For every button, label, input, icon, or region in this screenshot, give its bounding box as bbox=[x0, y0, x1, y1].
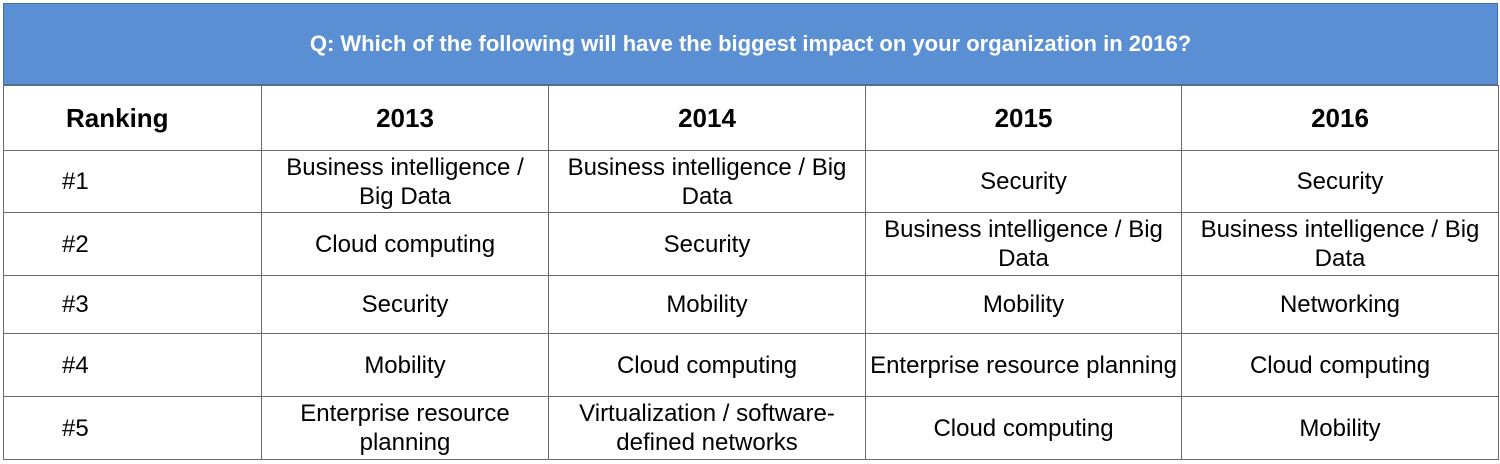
table-cell: Mobility bbox=[1181, 396, 1499, 460]
rank-cell: #3 bbox=[3, 275, 262, 334]
table-cell: Business intelligence / Big Data bbox=[261, 150, 549, 213]
rank-cell: #4 bbox=[3, 333, 262, 397]
table-cell: Security bbox=[261, 275, 549, 334]
rank-cell: #1 bbox=[3, 150, 262, 213]
table-row: #3 Security Mobility Mobility Networking bbox=[3, 275, 1499, 334]
table-cell: Virtualization / software-defined networ… bbox=[548, 396, 866, 460]
survey-table-figure: Q: Which of the following will have the … bbox=[3, 3, 1499, 460]
table-cell: Cloud computing bbox=[1181, 333, 1499, 397]
question-banner: Q: Which of the following will have the … bbox=[3, 3, 1498, 85]
table-cell: Cloud computing bbox=[865, 396, 1182, 460]
table-row: #5 Enterprise resource planning Virtuali… bbox=[3, 396, 1499, 460]
table-cell: Security bbox=[548, 212, 866, 276]
table-cell: Cloud computing bbox=[548, 333, 866, 397]
table-cell: Mobility bbox=[548, 275, 866, 334]
column-header-2016: 2016 bbox=[1181, 85, 1499, 151]
table-cell: Enterprise resource planning bbox=[261, 396, 549, 460]
column-header-2014: 2014 bbox=[548, 85, 866, 151]
column-header-2015: 2015 bbox=[865, 85, 1182, 151]
question-title: Q: Which of the following will have the … bbox=[309, 31, 1192, 56]
rank-cell: #5 bbox=[3, 396, 262, 460]
table-cell: Cloud computing bbox=[261, 212, 549, 276]
ranking-table: Ranking 2013 2014 2015 2016 #1 Business … bbox=[3, 85, 1499, 460]
table-cell: Networking bbox=[1181, 275, 1499, 334]
column-header-2013: 2013 bbox=[261, 85, 549, 151]
table-row: #2 Cloud computing Security Business int… bbox=[3, 212, 1499, 276]
table-row: #1 Business intelligence / Big Data Busi… bbox=[3, 150, 1499, 213]
header-row: Ranking 2013 2014 2015 2016 bbox=[3, 85, 1499, 151]
table-cell: Mobility bbox=[865, 275, 1182, 334]
table-cell: Business intelligence / Big Data bbox=[548, 150, 866, 213]
table-cell: Business intelligence / Big Data bbox=[1181, 212, 1499, 276]
table-row: #4 Mobility Cloud computing Enterprise r… bbox=[3, 333, 1499, 397]
table-cell: Business intelligence / Big Data bbox=[865, 212, 1182, 276]
table-cell: Security bbox=[865, 150, 1182, 213]
table-cell: Enterprise resource planning bbox=[865, 333, 1182, 397]
column-header-ranking: Ranking bbox=[3, 85, 262, 151]
rank-cell: #2 bbox=[3, 212, 262, 276]
table-cell: Mobility bbox=[261, 333, 549, 397]
table-cell: Security bbox=[1181, 150, 1499, 213]
